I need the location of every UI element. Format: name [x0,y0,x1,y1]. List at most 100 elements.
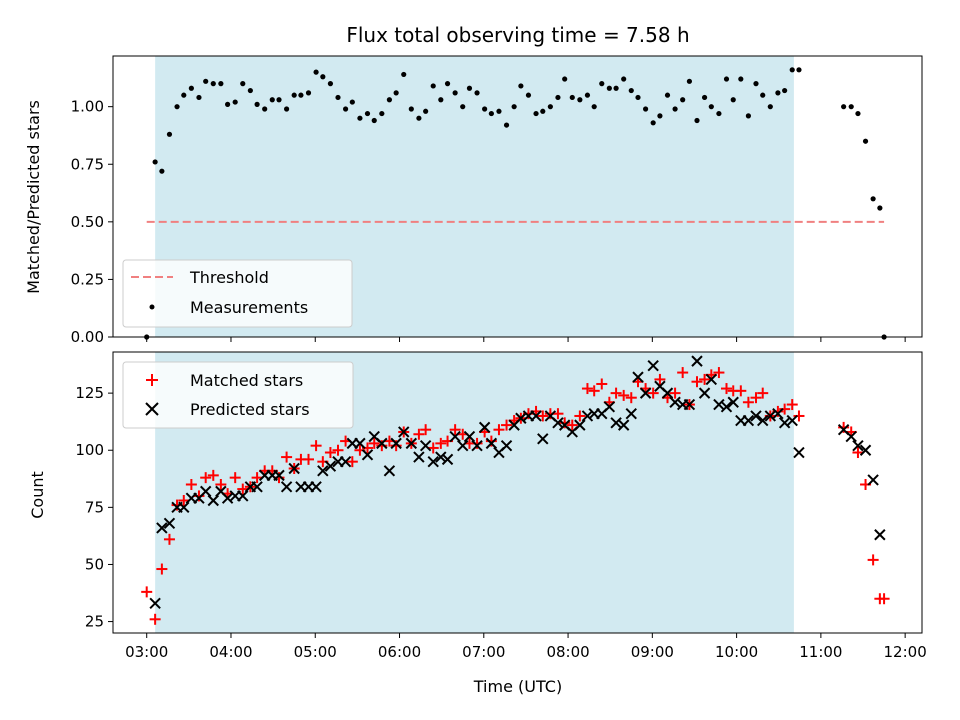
predicted-star-stroke [199,485,212,498]
predicted-star-stroke [441,453,454,466]
bottom-x-tick-label: 07:00 [462,643,505,661]
measurement-point [775,90,781,96]
matched-star-point [867,554,879,566]
predicted-star-stroke [691,355,703,367]
predicted-star-point [361,449,374,461]
predicted-star-stroke [705,373,718,386]
measurement-point [357,115,363,121]
bottom-legend: Matched stars Predicted stars [122,361,354,429]
predicted-star-stroke [537,433,549,445]
bottom-x-tick-label: 08:00 [546,643,589,661]
matched-star-point [852,447,864,459]
top-y-tick-label: 0.75 [71,155,104,173]
measurement-point [342,106,349,112]
measurement-point [335,94,341,101]
predicted-star-stroke [720,401,733,413]
predicted-star-stroke [874,529,886,541]
matched-star-point [654,373,666,385]
predicted-star-point [199,485,212,498]
matched-star-point [281,451,293,463]
measurement-point [664,92,671,98]
predicted-star-point [537,433,549,445]
predicted-star-stroke [427,455,439,468]
top-y-tick-label: 0.25 [71,270,104,288]
measurement-point [232,99,238,105]
predicted-star-stroke [574,419,586,431]
measurement-point [701,94,708,101]
matched-star-point [720,383,732,395]
measurement-point [716,110,722,117]
matched-star-point [699,373,711,385]
predicted-star-point [603,401,616,413]
measurement-point [511,104,517,110]
predicted-star-stroke [178,501,190,514]
matched-star-point [596,378,608,390]
predicted-star-stroke [368,430,380,443]
matched-star-point [200,472,212,484]
predicted-star-stroke [419,439,432,452]
predicted-star-point [639,387,652,399]
measurement-point [240,81,246,87]
predicted-star-stroke [661,387,674,399]
measurement-point [188,85,194,91]
measurement-point [503,122,510,128]
matched-star-point [493,424,505,436]
bottom-y-tick-label: 75 [85,498,104,516]
measurement-point [364,110,371,117]
matched-star-point [149,613,161,625]
bottom-x-tick-label: 05:00 [294,643,337,661]
matched-star-point [324,447,336,459]
measurement-point [159,168,165,174]
predicted-star-stroke [515,412,527,424]
top-axes-frame [112,55,923,338]
predicted-star-stroke [237,490,249,502]
measurement-point [686,78,693,84]
predicted-star-point [574,419,586,431]
predicted-star-stroke [530,410,542,422]
measurement-point [599,81,605,87]
matched-star-point [625,392,637,404]
predicted-star-stroke [156,522,168,534]
predicted-star-stroke [280,481,293,493]
predicted-star-stroke [449,430,461,443]
matched-star-point [669,387,681,399]
matched-star-point [793,410,805,422]
measurement-point [196,94,202,101]
matched-star-point [878,593,890,605]
predicted-star-stroke [625,407,637,420]
matched-star-point [332,444,344,456]
predicted-star-point [449,430,461,443]
matched-star-point [237,483,249,495]
predicted-star-point [705,373,718,386]
measurement-point [247,87,253,94]
predicted-star-stroke [742,414,755,427]
measurement-point [694,117,700,124]
predicted-star-stroke [413,451,425,463]
legend-matched-label: Matched stars [190,371,303,390]
measurement-point [738,76,744,82]
measurement-point [496,108,502,114]
legend-threshold-label: Threshold [189,268,269,287]
measurement-point [181,92,187,98]
predicted-star-stroke [654,380,666,392]
chart-title: Flux total observing time = 7.58 h [346,23,689,47]
measurement-point [298,92,304,98]
measurement-point [606,85,612,91]
predicted-star-stroke [698,387,711,399]
predicted-star-point [742,414,755,427]
matched-star-point [413,428,425,440]
matched-star-point [501,419,513,431]
predicted-star-stroke [793,446,805,459]
predicted-star-stroke [215,485,227,498]
matched-star-point [581,383,593,395]
measurement-point [635,94,641,101]
matched-star-point [750,392,762,404]
matched-star-point [779,403,791,415]
legend-predicted-swatch [145,402,159,416]
predicted-star-stroke [221,492,234,504]
measurement-point [591,104,597,110]
matched-star-point [537,410,549,422]
predicted-star-stroke [727,396,739,408]
predicted-star-point [750,410,762,422]
measurement-point [650,120,656,126]
